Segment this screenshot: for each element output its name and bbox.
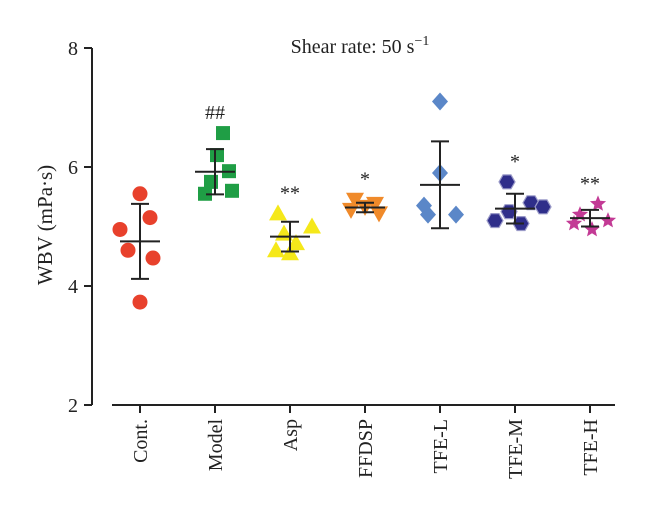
y-tick-label: 2 bbox=[68, 395, 78, 417]
y-axis-title: WBV (mPa·s) bbox=[33, 165, 57, 285]
data-point bbox=[210, 148, 224, 163]
data-point bbox=[132, 294, 148, 310]
x-category-label: Asp bbox=[280, 419, 302, 451]
data-point bbox=[448, 205, 464, 224]
x-category-label: Cont. bbox=[130, 419, 152, 463]
data-point bbox=[346, 192, 364, 209]
chart-title-superscript: −1 bbox=[414, 34, 429, 49]
series-model: ## bbox=[195, 102, 239, 201]
data-point bbox=[216, 126, 230, 141]
data-point bbox=[565, 215, 583, 231]
y-tick-label: 8 bbox=[68, 38, 78, 60]
significance-label: * bbox=[360, 169, 370, 191]
data-point bbox=[120, 242, 136, 258]
data-point bbox=[534, 199, 552, 215]
chart-title: Shear rate: 50 s−1 bbox=[291, 34, 430, 58]
y-tick-label: 4 bbox=[68, 276, 78, 298]
significance-label: ** bbox=[280, 182, 300, 204]
series-tfe-h: ** bbox=[565, 173, 617, 237]
data-point bbox=[145, 250, 161, 266]
data-point bbox=[225, 183, 239, 198]
x-category-label: Model bbox=[205, 419, 227, 472]
data-point bbox=[303, 217, 321, 234]
significance-label: ** bbox=[580, 173, 600, 195]
x-category-label: TFE-M bbox=[505, 419, 527, 479]
series-cont- bbox=[112, 186, 161, 310]
significance-label: ## bbox=[205, 102, 225, 124]
data-point bbox=[498, 174, 516, 190]
data-point bbox=[420, 205, 436, 224]
x-category-label: TFE-H bbox=[580, 419, 602, 476]
data-point bbox=[370, 206, 388, 223]
data-point bbox=[269, 204, 287, 221]
data-point bbox=[112, 221, 128, 237]
series-ffdsp: * bbox=[342, 169, 388, 223]
chart-title-text: Shear rate: 50 s bbox=[291, 36, 415, 58]
data-point bbox=[287, 234, 305, 251]
axes: 2 4 6 8 Cont. Model Asp FFDSP TFE-L TFE-M TFE-H bbox=[68, 38, 615, 479]
data-point bbox=[583, 221, 601, 237]
data-point bbox=[142, 210, 158, 226]
data-point bbox=[486, 213, 504, 229]
data-point bbox=[132, 186, 148, 202]
x-category-label: TFE-L bbox=[430, 419, 452, 473]
y-tick-label: 6 bbox=[68, 157, 78, 179]
series-asp: ** bbox=[267, 182, 321, 261]
significance-label: * bbox=[510, 151, 520, 173]
data-point bbox=[342, 202, 360, 219]
data-point bbox=[267, 241, 285, 258]
data-point bbox=[599, 212, 617, 228]
series-tfe-m: * bbox=[486, 151, 552, 232]
data-marks: ##****** bbox=[112, 92, 617, 310]
data-point bbox=[432, 92, 448, 111]
data-point bbox=[198, 186, 212, 201]
x-category-label: FFDSP bbox=[355, 419, 377, 478]
series-tfe-l bbox=[416, 92, 464, 230]
data-point bbox=[589, 195, 607, 211]
